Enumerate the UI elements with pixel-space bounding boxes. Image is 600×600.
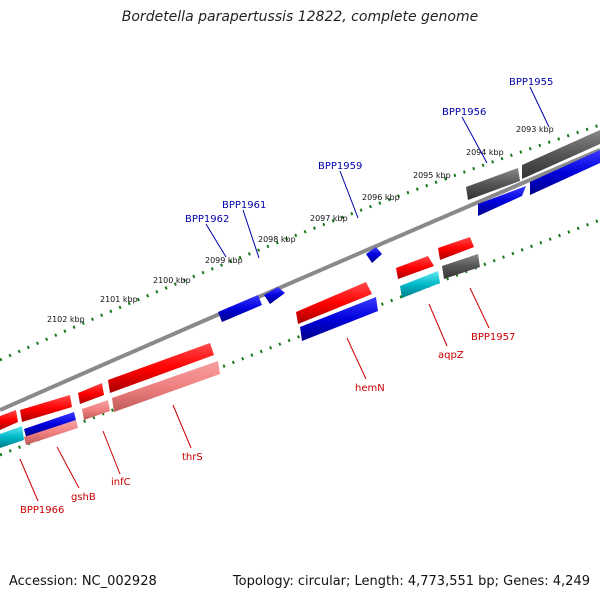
gene-bpp1955-block: [522, 130, 600, 179]
accession-text: Accession: NC_002928: [9, 574, 157, 589]
kbp-label-2102: 2102 kbp: [47, 315, 85, 324]
gene-thrS-light: [112, 361, 220, 412]
top-leader-lines: [205, 86, 550, 259]
kbp-label-2100: 2100 kbp: [153, 276, 191, 285]
gene-bpp1966-rna: [0, 426, 24, 448]
gene-bpp1966-block: [0, 410, 18, 430]
gene-label-bpp1966: BPP1966: [20, 505, 64, 516]
inner-tick-ring: [0, 218, 600, 457]
gene-label-thrS: thrS: [182, 452, 203, 463]
gene-gshB-light: [24, 420, 78, 445]
kbp-label-2098: 2098 kbp: [258, 235, 296, 244]
gene-gshB-reverse: [24, 412, 76, 437]
kbp-label-2101: 2101 kbp: [100, 295, 138, 304]
map-title: Bordetella parapertussis 12822, complete…: [121, 9, 479, 25]
genome-summary-text: Topology: circular; Length: 4,773,551 bp…: [232, 574, 590, 589]
gene-label-infC: infC: [111, 477, 131, 488]
kbp-label-2094: 2094 kbp: [466, 148, 504, 157]
gene-bpp1956-block: [466, 168, 520, 200]
gene-bpp1957-block: [442, 254, 480, 279]
gene-label-bpp1961: BPP1961: [222, 200, 266, 211]
kbp-label-2097: 2097 kbp: [310, 214, 348, 223]
gene-gshB-block: [20, 395, 72, 422]
gene-label-bpp1955: BPP1955: [509, 77, 553, 88]
gene-bpp1957-forward: [438, 237, 474, 260]
gene-bpp1955-reverse: [530, 150, 600, 195]
gene-infC-block: [78, 383, 104, 404]
outer-tick-ring: [0, 123, 600, 362]
kbp-label-2095: 2095 kbp: [413, 171, 451, 180]
bottom-leader-lines: [19, 287, 490, 502]
gene-bpp1959-block: [366, 247, 382, 263]
gene-label-bpp1956: BPP1956: [442, 107, 486, 118]
gene-bpp1961-block: [264, 287, 285, 304]
gene-hemN-block: [296, 282, 372, 324]
gene-label-bpp1957: BPP1957: [471, 332, 515, 343]
gene-thrS-block: [108, 343, 214, 393]
gene-infC-light: [82, 400, 110, 420]
gene-label-bpp1959: BPP1959: [318, 161, 362, 172]
genome-backbone: [0, 148, 600, 412]
gene-label-hemN: hemN: [355, 383, 385, 394]
gene-bpp1962-block: [218, 295, 262, 322]
gene-hemN-reverse: [300, 297, 378, 341]
gene-label-aqpZ: aqpZ: [438, 350, 464, 361]
gene-aqpZ-block: [396, 256, 434, 279]
kbp-label-2099: 2099 kbp: [205, 256, 243, 265]
kbp-label-2096: 2096 kbp: [362, 193, 400, 202]
gene-bpp1956-reverse: [478, 186, 526, 216]
gene-aqpZ-rna: [400, 271, 440, 298]
gene-label-bpp1962: BPP1962: [185, 214, 229, 225]
kbp-label-2093: 2093 kbp: [516, 125, 554, 134]
gene-label-gshB: gshB: [71, 492, 96, 503]
